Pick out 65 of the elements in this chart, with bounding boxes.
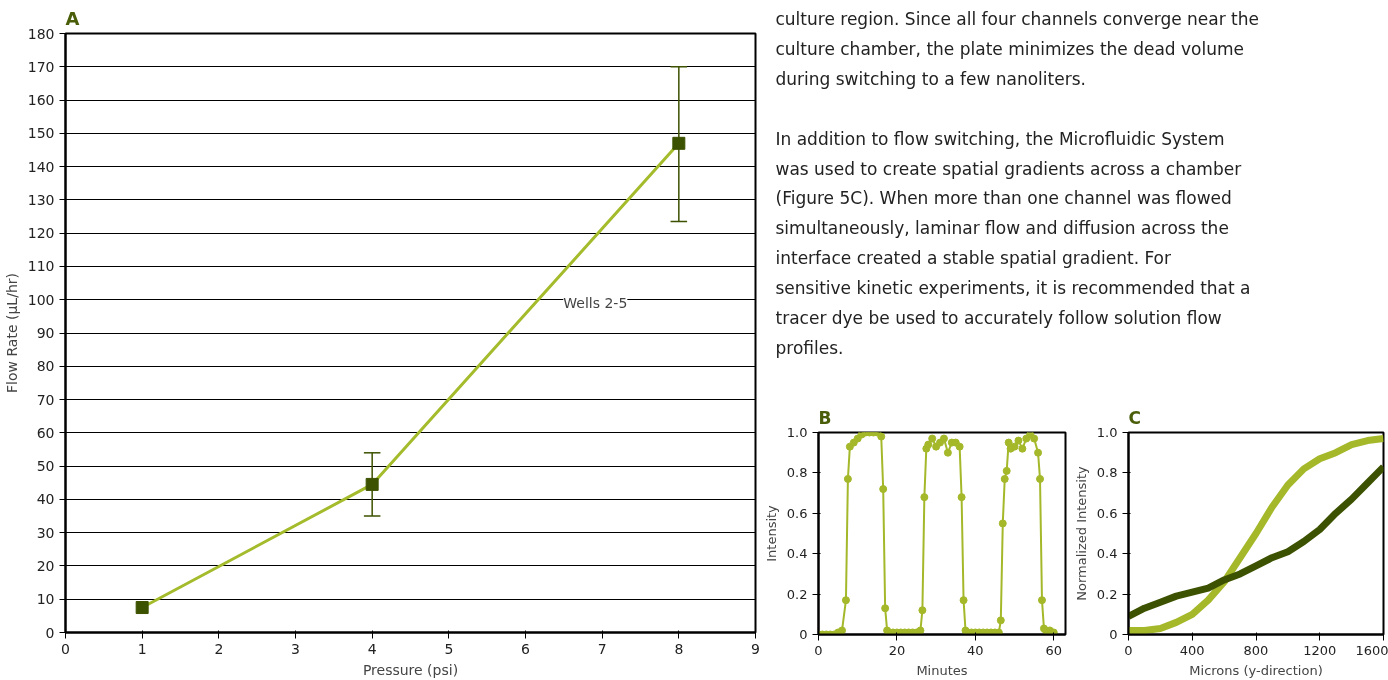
x-tick-label: 20: [888, 642, 906, 658]
y-tick-label: 0.2: [1096, 586, 1118, 602]
y-tick-label: 0.8: [786, 465, 808, 481]
y-tick-label: 0: [799, 627, 808, 642]
y-tick-label: 40: [36, 491, 55, 508]
y-tick-label: 0.8: [1096, 465, 1118, 481]
x-axis-title: Microns (y-direction): [1189, 662, 1323, 678]
annotation: Wells 2-5: [563, 294, 628, 311]
x-tick-label: 8: [674, 640, 684, 657]
x-tick-label: 0: [814, 642, 823, 658]
x-axis-title: Pressure (psi): [362, 661, 459, 678]
y-tick-label: 160: [27, 92, 55, 109]
y-tick-label: 150: [27, 125, 55, 142]
x-tick-label: 40: [967, 642, 984, 658]
x-tick-label: 6: [521, 640, 531, 657]
y-tick-label: 130: [27, 191, 55, 208]
x-tick-label: 800: [1243, 642, 1269, 658]
y-tick-label: 0: [1109, 627, 1118, 642]
y-axis-title: Normalized Intensity: [1073, 465, 1089, 601]
x-tick-label: 0: [1124, 642, 1133, 658]
y-tick-label: 0.6: [786, 505, 808, 521]
y-tick-label: 140: [27, 158, 55, 175]
chart-title: B: [818, 407, 832, 428]
y-axis-title: Flow Rate (µL/hr): [3, 273, 20, 393]
y-tick-label: 180: [27, 25, 55, 42]
y-tick-label: 30: [36, 524, 55, 541]
x-tick-label: 1200: [1303, 642, 1337, 658]
text: culture region. Since all four channels converge near the culture chamber, the plate minimizes the dead volume during switching to a few nanoliters.: [775, 9, 1260, 90]
point: [672, 136, 686, 150]
x-axis-title: Minutes: [916, 662, 968, 678]
y-tick-label: 120: [27, 225, 55, 242]
y-tick-label: 90: [36, 325, 55, 341]
x-tick-label: 3: [291, 640, 300, 657]
x-tick-label: 400: [1179, 642, 1205, 658]
y-tick-label: 80: [36, 358, 55, 375]
x-tick-label: 0: [61, 640, 70, 657]
y-tick-label: 1.0: [786, 425, 808, 440]
x-tick-label: 60: [1045, 642, 1063, 658]
y-axis-title: Intensity: [763, 504, 779, 562]
x-tick-label: 1: [137, 640, 147, 657]
y-tick-label: 0.2: [786, 586, 808, 602]
y-tick-label: 0.4: [786, 546, 808, 562]
text: In addition to flow switching, the Microfluidic System was used to create spatial gradients across a chamber (Figure 5C). When more than one channel was flowed simultaneously, laminar flow and diffusion across the interface created a stable spatial gradient. For sensitive kinetic experiments, it is recommended that a tracer dye be used to accurately follow solution flow profiles.: [775, 128, 1251, 358]
x-tick-label: 7: [597, 640, 607, 657]
chart-title: C: [1128, 407, 1141, 428]
x-tick-label: 9: [751, 640, 760, 657]
x-tick-label: 4: [367, 640, 377, 657]
y-tick-label: 0: [45, 624, 55, 641]
point: [135, 601, 149, 615]
y-tick-label: 0.6: [1096, 505, 1118, 521]
y-tick-label: 0.4: [1096, 546, 1118, 562]
y-tick-label: 10: [36, 591, 55, 608]
x-tick-label: 5: [444, 640, 454, 657]
y-tick-label: 70: [36, 391, 55, 408]
y-tick-label: 1.0: [1096, 425, 1118, 440]
y-tick-label: 170: [27, 58, 55, 75]
y-tick-label: 20: [36, 557, 55, 574]
y-tick-label: 100: [27, 291, 55, 308]
x-tick-label: 1600: [1355, 642, 1388, 658]
y-tick-label: 50: [36, 458, 55, 475]
y-tick-label: 110: [27, 258, 55, 275]
x-tick-label: 2: [214, 640, 224, 657]
chart-title: A: [65, 7, 80, 29]
y-tick-label: 60: [36, 424, 55, 441]
point: [365, 477, 379, 491]
